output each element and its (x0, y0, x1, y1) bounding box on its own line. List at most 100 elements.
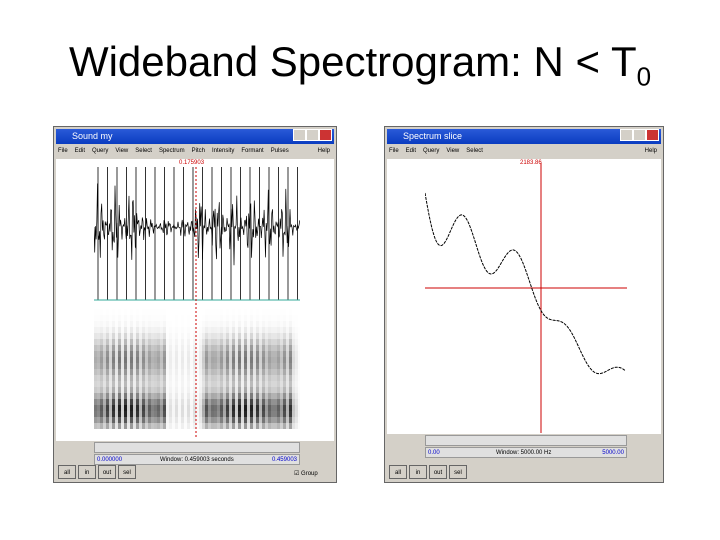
spectrogram-cell (97, 369, 100, 375)
menu-item[interactable]: Edit (74, 148, 86, 154)
spectrogram-cell (244, 357, 247, 363)
menu-item[interactable]: Select (135, 148, 152, 154)
spectrogram-cell (232, 345, 235, 351)
spectrogram-cell (97, 309, 100, 315)
spectrogram-cell (121, 411, 124, 417)
spectrogram-cell (250, 381, 253, 387)
spectrogram-cell (190, 423, 193, 429)
spectrogram-cell (181, 411, 184, 417)
menu-item[interactable]: Spectrum (158, 148, 185, 154)
spectrogram-cell (232, 387, 235, 393)
spectrogram-cell (112, 375, 115, 381)
toolbar-button[interactable]: out (429, 465, 447, 479)
spectrogram-cell (259, 417, 262, 423)
spectrogram-cell (169, 375, 172, 381)
menu-item[interactable]: Edit (405, 148, 417, 154)
spectrogram-cell (190, 387, 193, 393)
menu-item[interactable]: Query (92, 148, 109, 154)
menu-item[interactable]: View (446, 148, 460, 154)
spectrogram-cell (103, 363, 106, 369)
menu-item[interactable]: File (58, 148, 68, 154)
spectrogram-cell (163, 357, 166, 363)
group-checkbox[interactable]: ☑ Group (294, 471, 318, 477)
menu-item[interactable]: Formant (241, 148, 264, 154)
spectrogram-cell (202, 393, 205, 399)
spectrogram-cell (187, 387, 190, 393)
menu-item[interactable]: Query (423, 148, 440, 154)
spectrogram-cell (217, 399, 220, 405)
spectrogram-cell (178, 417, 181, 423)
spectrogram-cell (250, 351, 253, 357)
menu-item[interactable]: View (115, 148, 129, 154)
selection-bar[interactable] (94, 442, 300, 453)
help-menu[interactable]: Help (317, 148, 330, 154)
spectrogram-cell (151, 423, 154, 429)
spectrogram-cell (226, 381, 229, 387)
window-bar[interactable]: 0.00 Window: 5000.00 Hz 5000.00 (425, 447, 627, 458)
spectrogram-cell (208, 387, 211, 393)
menu-item[interactable]: File (389, 148, 399, 154)
spectrogram-cell (280, 381, 283, 387)
start-time: 0.000000 (97, 457, 123, 463)
spectrogram-cell (250, 327, 253, 333)
spectrogram-cell (256, 333, 259, 339)
spectrogram-cell (283, 423, 286, 429)
maximize[interactable] (633, 129, 646, 141)
menu-item[interactable]: Select (466, 148, 483, 154)
spectrogram-cell (154, 411, 157, 417)
minimize[interactable] (620, 129, 633, 141)
window-bar[interactable]: 0.000000 Window: 0.459003 seconds 0.459003 (94, 454, 300, 465)
toolbar-button[interactable]: sel (118, 465, 136, 479)
spectrogram-cell (268, 399, 271, 405)
minimize[interactable] (293, 129, 306, 141)
maximize[interactable] (306, 129, 319, 141)
spectrogram-cell (271, 351, 274, 357)
spectrogram-cell (229, 351, 232, 357)
spectrogram-cell (97, 381, 100, 387)
spectrogram-cell (202, 375, 205, 381)
spectrogram-cell (253, 405, 256, 411)
spectrogram-cell (283, 333, 286, 339)
spectrogram-cell (160, 375, 163, 381)
spectrogram-cell (139, 321, 142, 327)
toolbar-button[interactable]: all (389, 465, 407, 479)
toolbar-button[interactable]: in (78, 465, 96, 479)
menu-item[interactable]: Pitch (191, 148, 205, 154)
toolbar-button[interactable]: all (58, 465, 76, 479)
toolbar-button[interactable]: out (98, 465, 116, 479)
spectrogram-cell (136, 381, 139, 387)
spectrogram-cell (94, 357, 97, 363)
spectrogram-cell (187, 375, 190, 381)
spectrogram-cell (115, 351, 118, 357)
spectrogram-cell (148, 423, 151, 429)
spectrogram-cell (100, 363, 103, 369)
toolbar-button[interactable]: in (409, 465, 427, 479)
spectrogram-cell (289, 423, 292, 429)
spectrogram-cell (211, 405, 214, 411)
help-menu[interactable]: Help (644, 148, 657, 154)
spectrogram-cell (286, 309, 289, 315)
spectrogram-cell (148, 321, 151, 327)
spectrogram-cell (199, 345, 202, 351)
close[interactable] (319, 129, 332, 141)
spectrogram-cell (121, 363, 124, 369)
spectrogram-cell (100, 351, 103, 357)
spectrogram-cell (106, 393, 109, 399)
menu-item[interactable]: Intensity (211, 148, 235, 154)
spectrogram-cell (223, 345, 226, 351)
toolbar-button[interactable]: sel (449, 465, 467, 479)
spectrogram-cell (172, 399, 175, 405)
waveform (94, 167, 300, 300)
spectrogram-cell (94, 333, 97, 339)
spectrogram-cell (163, 327, 166, 333)
spectrogram-cell (130, 321, 133, 327)
spectrogram-cell (280, 321, 283, 327)
spectrogram-cell (247, 381, 250, 387)
close[interactable] (646, 129, 659, 141)
selection-bar[interactable] (425, 435, 627, 446)
spectrogram-cell (106, 351, 109, 357)
spectrogram-cell (109, 363, 112, 369)
spectrogram-cell (271, 303, 274, 309)
spectrogram-cell (100, 393, 103, 399)
menu-item[interactable]: Pulses (270, 148, 289, 154)
